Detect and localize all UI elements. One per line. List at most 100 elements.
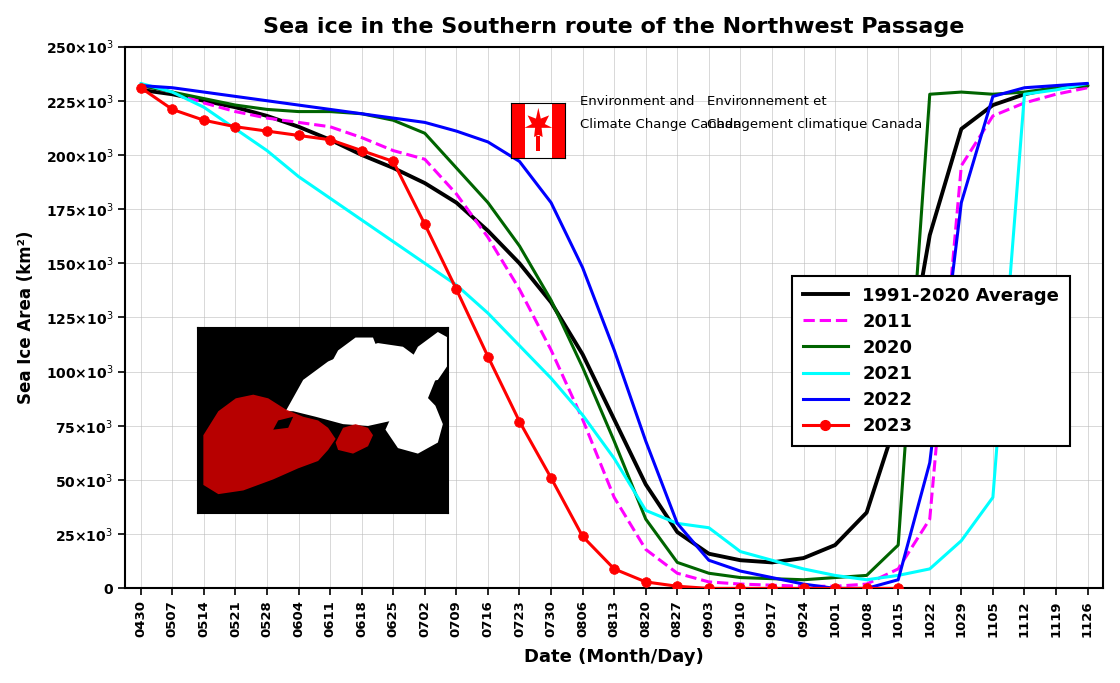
2011 bbox=[1049, 90, 1063, 98]
2023 bbox=[829, 585, 842, 593]
2021 bbox=[418, 260, 431, 268]
2011 bbox=[355, 133, 368, 141]
2021 bbox=[923, 565, 936, 573]
Line: 2021: 2021 bbox=[141, 83, 1088, 580]
Line: 2020: 2020 bbox=[141, 85, 1088, 580]
1991-2020 Average bbox=[197, 96, 211, 104]
2011 bbox=[671, 569, 684, 577]
2011 bbox=[986, 112, 999, 120]
2022 bbox=[576, 264, 589, 272]
2022 bbox=[544, 199, 558, 207]
2011 bbox=[702, 578, 716, 586]
2011 bbox=[640, 545, 653, 553]
1991-2020 Average bbox=[513, 260, 526, 268]
2021 bbox=[702, 524, 716, 532]
2023 bbox=[197, 116, 211, 124]
2023 bbox=[734, 585, 747, 593]
2023 bbox=[324, 136, 337, 144]
1991-2020 Average bbox=[829, 541, 842, 549]
2020 bbox=[702, 569, 716, 577]
2021 bbox=[607, 454, 620, 462]
2022 bbox=[607, 346, 620, 354]
2021 bbox=[892, 571, 905, 579]
2011 bbox=[228, 107, 242, 115]
2023 bbox=[702, 585, 716, 593]
2011 bbox=[892, 565, 905, 573]
2020 bbox=[386, 116, 400, 124]
Text: Environment and: Environment and bbox=[580, 96, 694, 109]
2020 bbox=[860, 571, 874, 579]
2020 bbox=[607, 437, 620, 445]
2023 bbox=[544, 474, 558, 482]
2023 bbox=[892, 585, 905, 593]
2023 bbox=[386, 157, 400, 165]
1991-2020 Average bbox=[166, 90, 179, 98]
1991-2020 Average bbox=[892, 411, 905, 419]
2023 bbox=[166, 105, 179, 113]
2022 bbox=[734, 567, 747, 575]
Line: 2022: 2022 bbox=[141, 83, 1088, 589]
2023 bbox=[671, 582, 684, 590]
2020 bbox=[923, 90, 936, 98]
2021 bbox=[482, 309, 495, 317]
Line: 2011: 2011 bbox=[141, 85, 1088, 586]
1991-2020 Average bbox=[134, 86, 148, 94]
2020 bbox=[513, 242, 526, 250]
2022 bbox=[418, 118, 431, 126]
2021 bbox=[860, 576, 874, 584]
2011 bbox=[197, 99, 211, 107]
1991-2020 Average bbox=[576, 350, 589, 359]
1991-2020 Average bbox=[418, 179, 431, 187]
1991-2020 Average bbox=[292, 123, 306, 131]
2021 bbox=[671, 519, 684, 527]
1991-2020 Average bbox=[1049, 83, 1063, 92]
2011 bbox=[449, 190, 463, 198]
2022 bbox=[134, 81, 148, 89]
2022 bbox=[640, 437, 653, 445]
2022 bbox=[954, 199, 968, 207]
Text: Changement climatique Canada: Changement climatique Canada bbox=[707, 118, 923, 131]
1991-2020 Average bbox=[1081, 81, 1094, 89]
2011 bbox=[482, 233, 495, 241]
1991-2020 Average bbox=[482, 227, 495, 235]
2021 bbox=[134, 79, 148, 87]
2021 bbox=[829, 571, 842, 579]
2011 bbox=[1018, 99, 1032, 107]
2011 bbox=[734, 580, 747, 588]
2020 bbox=[671, 558, 684, 566]
2023 bbox=[607, 565, 620, 573]
2011 bbox=[292, 118, 306, 126]
1991-2020 Average bbox=[355, 151, 368, 159]
2011 bbox=[324, 123, 337, 131]
1991-2020 Average bbox=[671, 528, 684, 536]
2021 bbox=[324, 194, 337, 202]
2021 bbox=[986, 493, 999, 501]
Text: Climate Change Canada: Climate Change Canada bbox=[580, 118, 741, 131]
1991-2020 Average bbox=[986, 101, 999, 109]
2011 bbox=[386, 146, 400, 154]
2022 bbox=[1018, 83, 1032, 92]
2021 bbox=[260, 146, 273, 154]
2011 bbox=[860, 580, 874, 588]
2020 bbox=[544, 296, 558, 304]
2020 bbox=[986, 90, 999, 98]
1991-2020 Average bbox=[449, 199, 463, 207]
2021 bbox=[355, 216, 368, 224]
2021 bbox=[197, 103, 211, 111]
2021 bbox=[954, 537, 968, 545]
2011 bbox=[1081, 83, 1094, 92]
2022 bbox=[1081, 79, 1094, 87]
2011 bbox=[513, 285, 526, 294]
Line: 2023: 2023 bbox=[136, 83, 903, 594]
2020 bbox=[796, 576, 810, 584]
2022 bbox=[765, 574, 778, 582]
2022 bbox=[796, 580, 810, 588]
2023 bbox=[260, 127, 273, 135]
2021 bbox=[292, 173, 306, 181]
2011 bbox=[607, 493, 620, 501]
2020 bbox=[640, 515, 653, 523]
2011 bbox=[576, 415, 589, 423]
1991-2020 Average bbox=[860, 508, 874, 516]
2021 bbox=[796, 565, 810, 573]
2020 bbox=[324, 107, 337, 115]
